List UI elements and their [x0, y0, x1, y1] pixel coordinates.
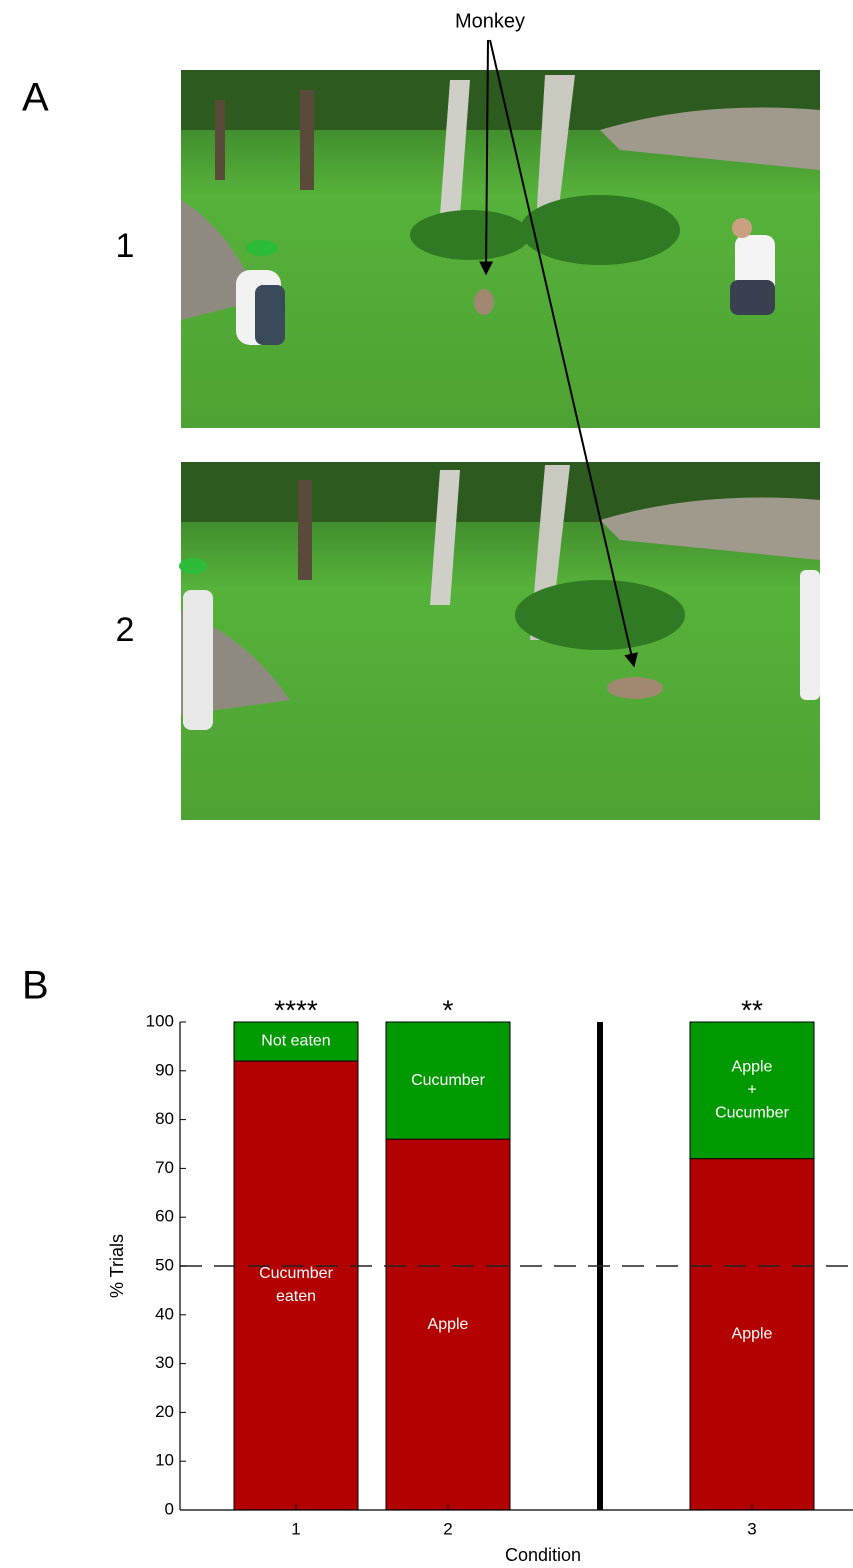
- significance: *: [443, 994, 454, 1025]
- figure: A 1 2 Monkey B % Trials: [0, 0, 853, 1568]
- segment-label: Apple: [732, 1326, 773, 1343]
- y-tick-label: 100: [146, 1011, 174, 1030]
- bar-segment: [234, 1061, 358, 1510]
- panel-label: A: [22, 76, 49, 120]
- x-tick-label: 1: [291, 1519, 300, 1538]
- segment-label: +: [747, 1082, 756, 1099]
- segment-label: Apple: [428, 1316, 469, 1333]
- segment-label: Cucumber: [715, 1105, 789, 1122]
- y-tick-label: 80: [155, 1109, 174, 1128]
- x-tick-label: 3: [747, 1519, 756, 1538]
- y-tick-label: 20: [155, 1402, 174, 1421]
- y-tick-label: 10: [155, 1451, 174, 1470]
- y-tick-label: 90: [155, 1060, 174, 1079]
- frame-label: 2: [116, 611, 135, 649]
- segment-label: Cucumber: [259, 1265, 333, 1282]
- y-tick-label: 60: [155, 1207, 174, 1226]
- y-tick-label: 30: [155, 1353, 174, 1372]
- y-tick-label: 50: [155, 1255, 174, 1274]
- annotation: Monkey: [455, 10, 525, 32]
- y-tick-label: 70: [155, 1158, 174, 1177]
- segment-label: Not eaten: [261, 1033, 330, 1050]
- segment-label: Cucumber: [411, 1072, 485, 1089]
- significance: ****: [274, 994, 318, 1025]
- photo: [181, 70, 820, 428]
- y-tick-label: 0: [165, 1499, 174, 1518]
- y-tick-label: 40: [155, 1304, 174, 1323]
- segment-label: eaten: [276, 1288, 316, 1305]
- frame-label: 1: [116, 227, 135, 265]
- significance: **: [741, 994, 763, 1025]
- panel-label: B: [22, 964, 49, 1008]
- photo: [179, 462, 820, 820]
- x-axis-label: Condition: [505, 1545, 581, 1565]
- y-axis-label: % Trials: [107, 1234, 127, 1298]
- segment-label: Apple: [732, 1059, 773, 1076]
- x-tick-label: 2: [443, 1519, 452, 1538]
